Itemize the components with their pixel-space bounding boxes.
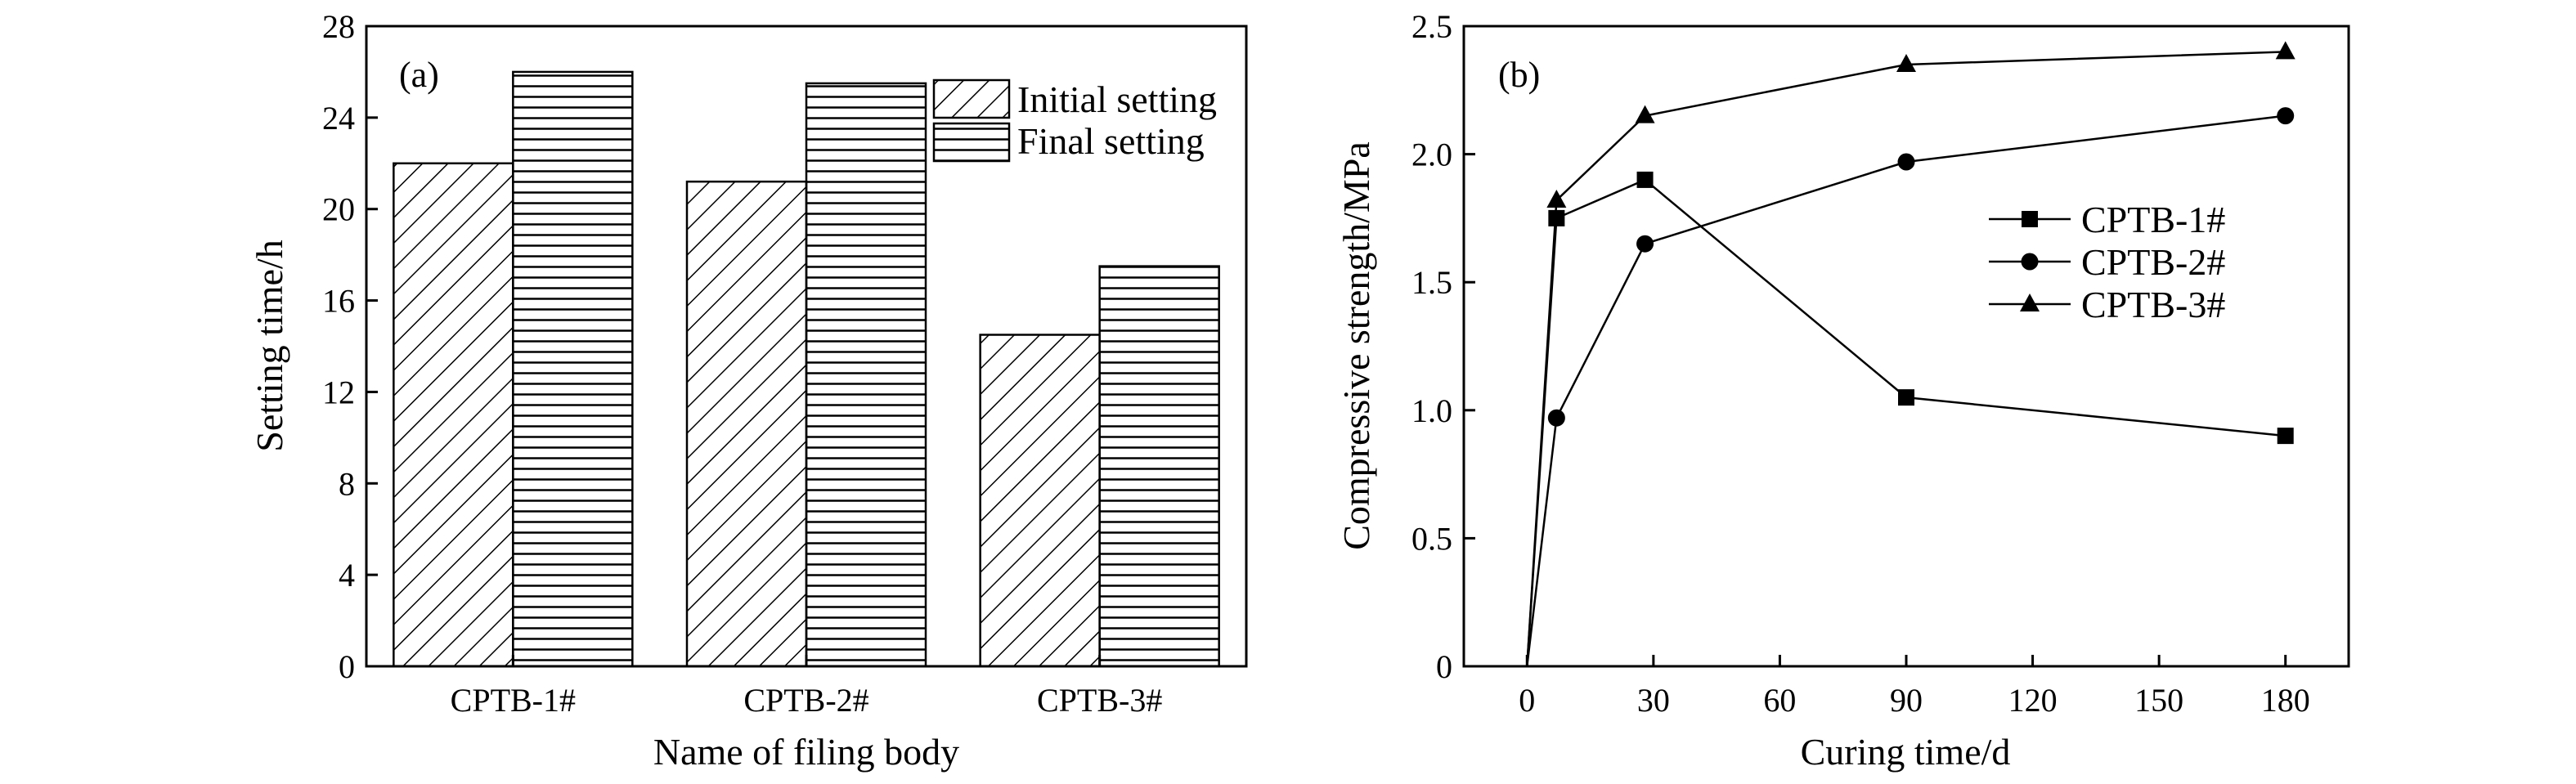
- data-point-cptb-3: [1546, 189, 1567, 208]
- legend-label-cptb-1: CPTB-1#: [2081, 199, 2225, 240]
- data-point-cptb-1: [2277, 428, 2294, 445]
- compressive-strength-chart: 0 0.5 1.0 1.5 2.0 2.5 0 30 60 90 120 150 180 (b) Co…: [1335, 8, 2350, 773]
- y-ticks: 0 0.5 1.0 1.5 2.0 2.5: [1411, 8, 1475, 685]
- x-tick-label: 90: [1890, 682, 1923, 719]
- bar-initial-setting-cptb-3: [979, 334, 1101, 668]
- legend-swatch-initial-setting: [932, 78, 1011, 119]
- data-point-cptb-2: [1897, 153, 1915, 171]
- legend-marker-cptb-1: [2022, 211, 2038, 227]
- data-point-cptb-2: [1547, 409, 1565, 427]
- x-tick-label-cptb-2: CPTB-2#: [743, 682, 868, 719]
- legend-label-cptb-3: CPTB-3#: [2081, 284, 2225, 325]
- plot-frame: [1462, 25, 2350, 668]
- x-ticks: 0 30 60 90 120 150 180: [1519, 655, 2310, 719]
- bar-initial-setting-cptb-2: [685, 180, 808, 668]
- y-tick-label: 12: [322, 374, 355, 410]
- x-tick-label: 0: [1519, 682, 1535, 719]
- y-tick-label: 2.0: [1411, 137, 1452, 173]
- x-ticks: CPTB-1# CPTB-2# CPTB-3#: [451, 655, 1162, 719]
- legend-marker-cptb-2: [2021, 253, 2039, 271]
- y-tick-label: 28: [322, 8, 355, 45]
- x-tick-label: 60: [1763, 682, 1796, 719]
- panel-label: (a): [399, 55, 439, 95]
- legend: CPTB-1#CPTB-2#CPTB-3#: [1989, 199, 2225, 325]
- y-ticks: 0 4 8 12 16 20 24 28: [322, 8, 378, 685]
- series-lines: [1526, 41, 2296, 667]
- legend-label-cptb-2: CPTB-2#: [2081, 241, 2225, 283]
- x-tick-label-cptb-3: CPTB-3#: [1037, 682, 1162, 719]
- x-axis-title: Name of filing body: [653, 731, 959, 773]
- data-point-cptb-3: [1896, 53, 1916, 72]
- y-tick-label: 4: [339, 557, 355, 594]
- legend: Initial setting Final setting: [932, 78, 1217, 163]
- x-axis-title: Curing time/d: [1801, 731, 2011, 773]
- y-axis-title: Setting time/h: [249, 240, 290, 451]
- data-point-cptb-2: [1636, 235, 1654, 253]
- legend-swatch-final-setting: [932, 122, 1011, 163]
- x-tick-label: 150: [2134, 682, 2183, 719]
- x-tick-label: 120: [2008, 682, 2058, 719]
- y-tick-label: 24: [322, 100, 355, 137]
- bar-final-setting-cptb-1: [512, 70, 634, 668]
- y-tick-label: 0: [339, 648, 355, 685]
- data-point-cptb-1: [1898, 389, 1914, 406]
- data-point-cptb-3: [2275, 41, 2296, 60]
- panel-label: (b): [1498, 55, 1540, 95]
- y-tick-label: 2.5: [1411, 8, 1452, 45]
- y-tick-label: 16: [322, 283, 355, 320]
- legend-marker-cptb-3: [2020, 293, 2040, 311]
- y-tick-label: 20: [322, 191, 355, 228]
- y-tick-label: 8: [339, 465, 355, 502]
- bar-final-setting-cptb-3: [1098, 265, 1220, 668]
- y-tick-label: 1.0: [1411, 392, 1452, 429]
- y-tick-label: 0: [1436, 648, 1452, 685]
- y-tick-label: 0.5: [1411, 520, 1452, 557]
- x-tick-label: 30: [1637, 682, 1670, 719]
- bars: [393, 70, 1220, 668]
- series-line-cptb-3: [1526, 51, 2286, 667]
- data-point-cptb-3: [1635, 105, 1655, 123]
- data-point-cptb-1: [1548, 209, 1565, 226]
- legend-label-final-setting: Final setting: [1017, 120, 1205, 162]
- legend-label-initial-setting: Initial setting: [1017, 78, 1217, 120]
- data-point-cptb-2: [2277, 107, 2295, 125]
- x-tick-label-cptb-1: CPTB-1#: [451, 682, 576, 719]
- y-axis-title: Compressive strength/MPa: [1335, 141, 1377, 550]
- x-tick-label: 180: [2261, 682, 2310, 719]
- bar-initial-setting-cptb-1: [393, 162, 514, 668]
- bar-final-setting-cptb-2: [805, 82, 927, 668]
- data-point-cptb-1: [1636, 171, 1654, 188]
- y-tick-label: 1.5: [1411, 264, 1452, 301]
